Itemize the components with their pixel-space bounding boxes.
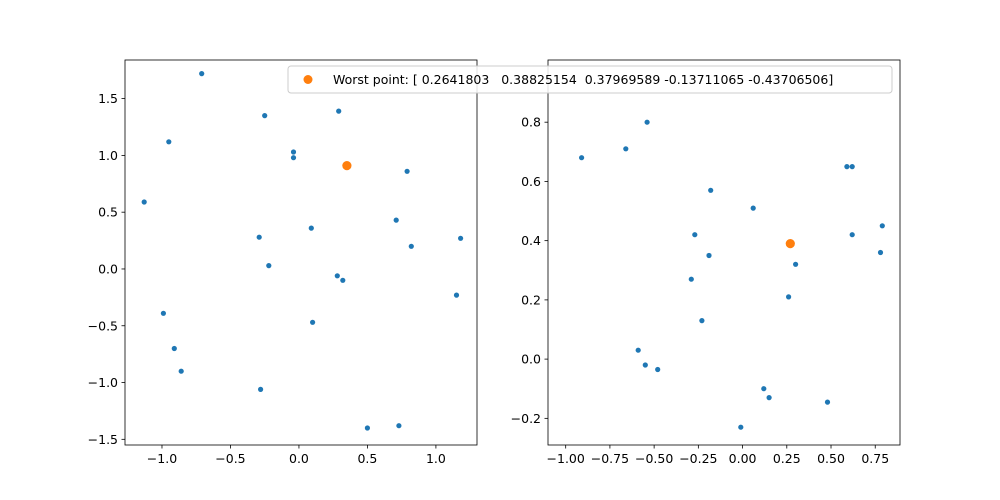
worst-point-1-0 bbox=[785, 239, 795, 249]
right-scatter-axes: −1.00 −0.75 −0.50 −0.25 0.00 0.25 0.50 0.75 −0.2… bbox=[511, 59, 901, 466]
x-tick-label-1-4: 0.00 bbox=[729, 451, 757, 466]
y-tick-label-0-0: −1.5 bbox=[88, 432, 118, 447]
data-point-1-19 bbox=[761, 386, 767, 392]
data-point-0-9 bbox=[308, 225, 314, 231]
axes-frame-0 bbox=[124, 59, 478, 446]
data-point-0-4 bbox=[290, 149, 297, 155]
x-tick-label-0-3: 0.5 bbox=[357, 451, 377, 466]
data-point-1-13 bbox=[688, 276, 694, 282]
legend-marker bbox=[303, 75, 313, 84]
x-tick-label-1-0: −1.00 bbox=[547, 451, 585, 466]
x-tick-label-1-7: 0.75 bbox=[861, 451, 889, 466]
data-point-0-23 bbox=[396, 423, 402, 429]
data-point-1-20 bbox=[766, 395, 772, 401]
y-tick-label-0-3: 0.0 bbox=[98, 261, 118, 276]
x-tick-label-1-5: 0.25 bbox=[773, 451, 801, 466]
data-point-0-2 bbox=[336, 108, 342, 114]
data-point-0-18 bbox=[310, 319, 316, 325]
data-point-1-9 bbox=[692, 232, 698, 238]
data-point-0-15 bbox=[340, 277, 346, 283]
legend-label: Worst point: [ 0.2641803 0.38825154 0.37… bbox=[333, 72, 833, 87]
y-tick-label-1-0: −0.2 bbox=[511, 411, 541, 426]
data-point-1-16 bbox=[635, 347, 641, 353]
data-point-0-12 bbox=[408, 243, 414, 249]
data-point-0-20 bbox=[178, 368, 184, 374]
y-tick-label-0-1: −1.0 bbox=[88, 375, 118, 390]
data-point-0-22 bbox=[364, 425, 370, 431]
worst-point-0-0 bbox=[342, 161, 352, 171]
data-point-1-15 bbox=[699, 318, 705, 324]
data-point-0-16 bbox=[453, 292, 460, 298]
data-point-0-21 bbox=[258, 386, 264, 392]
data-point-1-21 bbox=[824, 399, 831, 405]
data-point-1-5 bbox=[708, 187, 714, 193]
data-point-0-14 bbox=[334, 273, 340, 279]
data-point-0-5 bbox=[290, 155, 297, 161]
legend: Worst point: [ 0.2641803 0.38825154 0.37… bbox=[287, 65, 893, 94]
data-point-1-2 bbox=[579, 155, 585, 161]
data-point-0-13 bbox=[266, 263, 272, 269]
data-point-0-0 bbox=[199, 71, 205, 77]
x-tick-label-0-1: −0.5 bbox=[215, 451, 245, 466]
data-point-1-4 bbox=[849, 164, 855, 170]
x-tick-label-1-2: −0.50 bbox=[635, 451, 673, 466]
y-tick-label-0-2: −0.5 bbox=[88, 318, 118, 333]
x-tick-label-0-2: 0.0 bbox=[289, 451, 309, 466]
data-point-1-8 bbox=[849, 232, 855, 238]
data-point-0-6 bbox=[404, 168, 410, 174]
y-tick-label-0-5: 1.0 bbox=[98, 148, 118, 163]
data-point-1-12 bbox=[793, 261, 799, 267]
data-point-0-8 bbox=[393, 217, 399, 223]
data-point-1-22 bbox=[738, 424, 744, 430]
x-tick-label-1-6: 0.50 bbox=[817, 451, 845, 466]
y-tick-label-1-1: 0.0 bbox=[521, 352, 541, 367]
data-point-0-3 bbox=[166, 139, 172, 145]
data-point-1-14 bbox=[786, 294, 792, 300]
data-point-0-1 bbox=[262, 113, 268, 119]
data-point-0-19 bbox=[171, 345, 177, 352]
legend-box bbox=[287, 65, 893, 94]
x-tick-label-1-3: −0.25 bbox=[679, 451, 717, 466]
data-point-1-11 bbox=[706, 252, 712, 259]
data-point-0-10 bbox=[256, 234, 262, 240]
x-tick-label-0-0: −1.0 bbox=[147, 451, 177, 466]
data-point-1-18 bbox=[655, 366, 661, 373]
data-point-1-3 bbox=[844, 164, 850, 170]
x-tick-label-1-1: −0.75 bbox=[591, 451, 629, 466]
data-point-0-7 bbox=[141, 199, 147, 205]
y-tick-label-0-4: 0.5 bbox=[98, 205, 118, 220]
data-point-1-7 bbox=[879, 223, 885, 229]
left-scatter-axes: −1.0 −0.5 0.0 0.5 1.0 −1.5 −1.0 −0.5 0.0 0.5 1.0 1.… bbox=[88, 59, 478, 466]
data-point-1-10 bbox=[877, 249, 884, 256]
y-tick-label-1-3: 0.4 bbox=[521, 233, 541, 248]
y-tick-label-1-5: 0.8 bbox=[521, 115, 541, 130]
axes-frame-1 bbox=[547, 59, 901, 446]
data-point-0-17 bbox=[160, 310, 166, 316]
y-tick-label-1-4: 0.6 bbox=[521, 174, 541, 189]
data-point-1-6 bbox=[750, 205, 756, 211]
y-tick-label-1-2: 0.2 bbox=[521, 292, 541, 307]
data-point-1-17 bbox=[642, 362, 648, 368]
x-tick-label-0-4: 1.0 bbox=[426, 451, 446, 466]
y-tick-label-0-6: 1.5 bbox=[98, 91, 118, 106]
data-point-1-0 bbox=[644, 119, 650, 125]
data-point-0-11 bbox=[458, 235, 464, 241]
data-point-1-1 bbox=[623, 146, 629, 152]
